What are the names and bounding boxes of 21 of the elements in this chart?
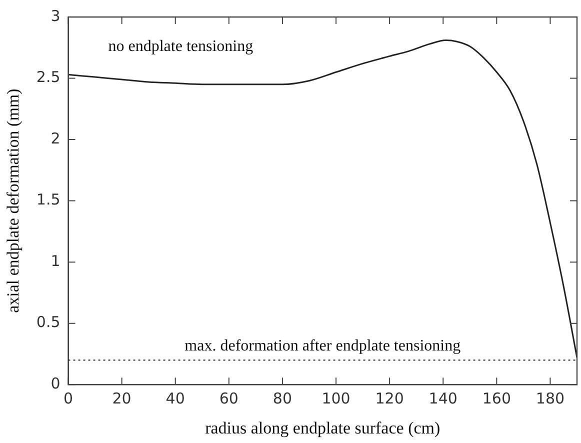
y-tick-label: 0.5 [36, 313, 60, 332]
x-tick-label: 100 [322, 389, 350, 408]
x-tick-label: 180 [536, 389, 565, 408]
y-tick-label: 0 [50, 374, 60, 392]
x-tick-label: 0 [63, 389, 74, 408]
x-tick-label: 20 [112, 389, 132, 408]
ref-line-label: max. deformation after endplate tensioning [184, 337, 461, 354]
y-tick-label: 1.5 [36, 190, 60, 209]
x-axis-title: radius along endplate surface (cm) [205, 418, 440, 438]
y-tick-label: 2.5 [36, 68, 60, 86]
annotation: no endplate tensioning [108, 38, 254, 56]
y-tick-label: 3 [50, 6, 60, 25]
y-axis-title: axial endplate deformation (mm) [4, 88, 23, 313]
x-tick-label: 160 [482, 389, 511, 408]
x-tick-label: 140 [428, 389, 458, 408]
x-tick-label: 60 [219, 389, 238, 408]
x-tick-label: 80 [272, 389, 292, 408]
x-tick-label: 40 [166, 389, 185, 408]
y-tick-label: 1 [50, 252, 60, 270]
x-tick-label: 120 [375, 389, 404, 408]
y-tick-label: 2 [50, 129, 60, 148]
